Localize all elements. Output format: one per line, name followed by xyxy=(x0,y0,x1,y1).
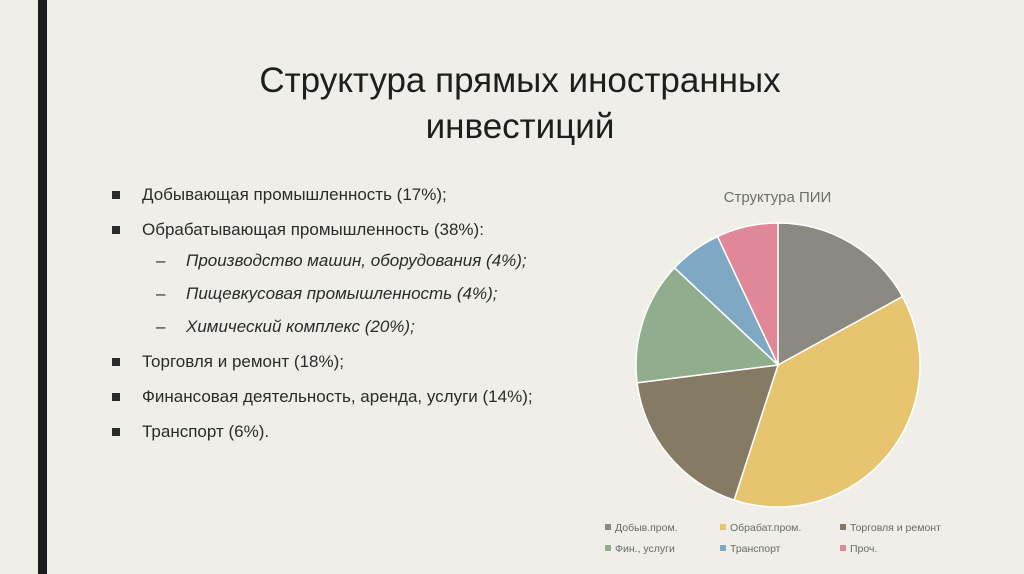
legend-label: Обрабат.пром. xyxy=(730,522,802,534)
bullet-item: Добывающая промышленность (17%); xyxy=(112,183,542,206)
legend-label: Транспорт xyxy=(730,543,781,555)
bullet-square-icon xyxy=(112,428,120,436)
bullet-item: Обрабатывающая промышленность (38%): – П… xyxy=(112,218,542,338)
dash-icon: – xyxy=(156,284,166,303)
bullet-text: Транспорт (6%). xyxy=(142,422,270,441)
legend-label: Добыв.пром. xyxy=(615,522,678,534)
bullet-text: Обрабатывающая промышленность (38%): xyxy=(142,220,484,239)
sub-bullet-text: Химический комплекс (20%); xyxy=(186,317,415,336)
dash-icon: – xyxy=(156,251,166,270)
sub-bullet-list: – Производство машин, оборудования (4%);… xyxy=(142,249,542,338)
bullet-item: Транспорт (6%). xyxy=(112,420,542,443)
bullet-square-icon xyxy=(112,191,120,199)
sub-bullet-item: – Химический комплекс (20%); xyxy=(142,315,542,338)
legend-item: Транспорт xyxy=(720,543,781,555)
slide-title-line-1: Структура прямых иностранных xyxy=(259,61,781,100)
legend-item: Обрабат.пром. xyxy=(720,522,801,534)
bullet-list: Добывающая промышленность (17%); Обрабат… xyxy=(112,183,542,455)
slide-title: Структура прямых иностранных инвестиций xyxy=(150,58,890,150)
pie-slice-2 xyxy=(636,364,780,501)
bullet-text: Добывающая промышленность (17%); xyxy=(142,185,447,204)
sub-bullet-text: Производство машин, оборудования (4%); xyxy=(186,251,527,270)
sub-bullet-text: Пищевкусовая промышленность (4%); xyxy=(186,284,498,303)
legend-swatch xyxy=(720,524,726,530)
pie-slice-5 xyxy=(716,222,779,366)
pie-slice-1 xyxy=(733,295,921,508)
dash-icon: – xyxy=(156,317,166,336)
legend-item: Проч. xyxy=(840,543,877,555)
bullet-square-icon xyxy=(112,393,120,401)
pie-slice-3 xyxy=(635,266,780,384)
legend-item: Добыв.пром. xyxy=(605,522,678,534)
slide-accent-bar xyxy=(38,0,47,574)
legend-swatch xyxy=(605,545,611,551)
pie-chart xyxy=(635,222,921,508)
legend-label: Фин., услуги xyxy=(615,543,675,555)
legend-item: Фин., услуги xyxy=(605,543,675,555)
bullet-item: Финансовая деятельность, аренда, услуги … xyxy=(112,385,542,408)
bullet-item: Торговля и ремонт (18%); xyxy=(112,350,542,373)
sub-bullet-item: – Пищевкусовая промышленность (4%); xyxy=(142,282,542,305)
legend-swatch xyxy=(840,545,846,551)
pie-slice-0 xyxy=(777,222,904,367)
legend-swatch xyxy=(605,524,611,530)
legend-swatch xyxy=(840,524,846,530)
legend-swatch xyxy=(720,545,726,551)
legend-label: Проч. xyxy=(850,543,878,555)
bullet-text: Финансовая деятельность, аренда, услуги … xyxy=(142,387,533,406)
slide-title-line-2: инвестиций xyxy=(425,107,615,146)
bullet-square-icon xyxy=(112,358,120,366)
legend-label: Торговля и ремонт xyxy=(850,522,941,534)
bullet-square-icon xyxy=(112,226,120,234)
bullet-text: Торговля и ремонт (18%); xyxy=(142,352,344,371)
legend-item: Торговля и ремонт xyxy=(840,522,941,534)
sub-bullet-item: – Производство машин, оборудования (4%); xyxy=(142,249,542,272)
chart-title: Структура ПИИ xyxy=(723,189,832,206)
